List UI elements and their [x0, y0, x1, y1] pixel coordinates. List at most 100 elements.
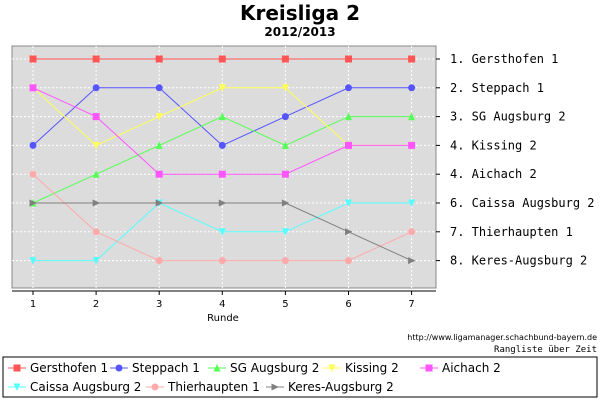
- legend-item: SG Augsburg 2: [208, 361, 319, 375]
- plot-area: [11, 45, 437, 289]
- legend-item: Caissa Augsburg 2: [8, 380, 141, 394]
- data-point: [408, 257, 416, 265]
- data-point: [408, 141, 416, 149]
- legend-marker: [13, 383, 21, 391]
- rank-label: 3. SG Augsburg 2: [450, 110, 566, 124]
- rank-label: 8. Keres-Augsburg 2: [450, 254, 587, 268]
- x-tick-label: 7: [408, 299, 414, 310]
- data-point: [408, 228, 416, 236]
- legend-marker: [328, 364, 336, 372]
- data-point: [29, 141, 37, 149]
- legend-marker: [213, 364, 221, 372]
- data-point: [92, 199, 101, 207]
- data-point: [281, 257, 289, 265]
- data-point: [218, 55, 226, 63]
- data-point: [155, 55, 163, 63]
- data-point: [218, 170, 226, 178]
- data-point: [345, 55, 352, 63]
- data-point: [281, 228, 289, 236]
- data-point: [92, 170, 100, 178]
- legend-marker: [271, 383, 279, 391]
- legend: Gersthofen 1 Steppach 1 SG Augsburg 2 Kissi…: [8, 361, 501, 394]
- legend-marker: [13, 364, 21, 372]
- chart-title: Kreisliga 2: [240, 1, 360, 25]
- x-tick-label: 6: [345, 299, 351, 310]
- data-point: [92, 113, 100, 121]
- data-point: [345, 228, 353, 236]
- data-point: [29, 55, 37, 63]
- series-6: [29, 199, 416, 265]
- rank-labels: 1. Gersthofen 1 2. Steppach 1 3. SG Augsbu…: [436, 52, 595, 268]
- data-point: [281, 55, 289, 63]
- data-point: [281, 199, 290, 207]
- series-7: [29, 170, 416, 265]
- data-point: [92, 84, 100, 92]
- legend-item: Gersthofen 1: [8, 361, 108, 375]
- series-layer: [29, 55, 416, 265]
- data-point: [29, 199, 37, 207]
- data-point: [218, 84, 226, 92]
- legend-label: Keres-Augsburg 2: [288, 380, 394, 394]
- legend-marker: [115, 364, 123, 372]
- x-tick-label: 5: [282, 299, 288, 310]
- data-point: [155, 84, 163, 92]
- legend-item: Aichach 2: [420, 361, 501, 375]
- legend-box: [2, 356, 598, 398]
- series-1: [29, 55, 416, 63]
- data-point: [218, 141, 226, 149]
- x-tick-label: 2: [93, 299, 99, 310]
- legend-item: Kissing 2: [323, 361, 399, 375]
- legend-marker: [151, 383, 159, 391]
- series-8: [29, 199, 416, 265]
- data-point: [92, 257, 100, 265]
- data-point: [408, 84, 416, 92]
- data-point: [92, 228, 100, 236]
- chart-subtitle: 2012/2013: [264, 25, 335, 39]
- legend-label: Caissa Augsburg 2: [30, 380, 141, 394]
- legend-marker: [425, 364, 433, 372]
- rank-label: 6. Caissa Augsburg 2: [450, 196, 595, 210]
- rank-label: 1. Gersthofen 1: [450, 52, 558, 66]
- source-url: http://www.ligamanager.schachbund-bayern…: [407, 333, 597, 342]
- x-tick-label: 3: [156, 299, 162, 310]
- series-5: [29, 84, 416, 178]
- data-point: [281, 113, 289, 121]
- data-point: [345, 257, 352, 265]
- legend-item: Keres-Augsburg 2: [266, 380, 394, 394]
- data-point: [218, 112, 226, 121]
- data-point: [155, 141, 163, 149]
- x-axis-label: Runde: [207, 313, 239, 324]
- data-point: [408, 112, 416, 121]
- data-point: [92, 141, 100, 150]
- data-point: [408, 55, 416, 63]
- rank-label: 4. Aichach 2: [450, 167, 537, 181]
- data-point: [155, 257, 163, 265]
- x-tick-label: 1: [30, 299, 36, 310]
- data-point: [155, 113, 163, 121]
- x-tick-label: 4: [219, 299, 225, 310]
- data-point: [218, 228, 226, 236]
- series-2: [29, 84, 416, 149]
- legend-label: SG Augsburg 2: [230, 361, 319, 375]
- data-point: [29, 257, 37, 265]
- rank-label: 4. Kissing 2: [450, 138, 537, 152]
- legend-item: Steppach 1: [110, 361, 200, 375]
- data-point: [345, 141, 352, 149]
- data-point: [29, 170, 37, 178]
- data-point: [345, 199, 352, 207]
- rank-label: 7. Thierhaupten 1: [450, 225, 573, 239]
- data-point: [92, 55, 100, 63]
- data-point: [281, 170, 289, 178]
- data-point: [281, 84, 289, 92]
- chart-caption: Rangliste über Zeit: [494, 345, 597, 355]
- data-point: [281, 141, 289, 149]
- legend-label: Thierhaupten 1: [167, 380, 260, 394]
- legend-label: Gersthofen 1: [30, 361, 108, 375]
- data-point: [218, 199, 227, 207]
- data-point: [345, 112, 352, 121]
- data-point: [408, 199, 416, 207]
- legend-item: Thierhaupten 1: [146, 380, 260, 394]
- data-point: [218, 257, 226, 265]
- legend-label: Steppach 1: [132, 361, 200, 375]
